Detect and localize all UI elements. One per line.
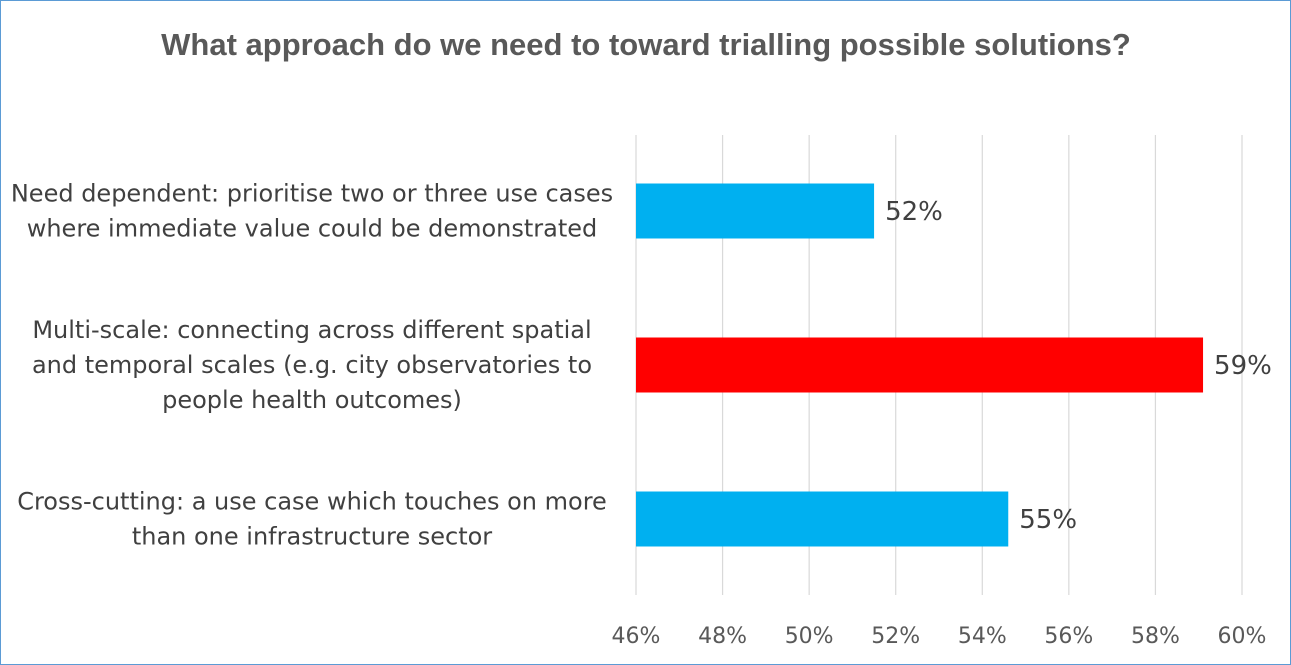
bar xyxy=(636,492,1008,547)
x-tick-label: 58% xyxy=(1131,624,1180,649)
category-label-line: and temporal scales (e.g. city observato… xyxy=(32,351,592,379)
category-label-line: Cross-cutting: a use case which touches … xyxy=(17,488,607,516)
data-label: 52% xyxy=(885,197,943,227)
data-label: 55% xyxy=(1019,505,1077,535)
category-label-line: than one infrastructure sector xyxy=(132,523,492,551)
x-tick-label: 48% xyxy=(698,624,747,649)
x-tick-label: 52% xyxy=(871,624,920,649)
category-label: Cross-cutting: a use case which touches … xyxy=(17,488,607,551)
category-label-line: Multi-scale: connecting across different… xyxy=(32,316,591,344)
bar xyxy=(636,338,1203,393)
category-label-line: Need dependent: prioritise two or three … xyxy=(11,180,613,208)
category-label: Multi-scale: connecting across different… xyxy=(32,316,592,414)
x-tick-label: 50% xyxy=(785,624,834,649)
data-label: 59% xyxy=(1214,351,1272,381)
x-tick-label: 46% xyxy=(612,624,661,649)
x-tick-label: 56% xyxy=(1044,624,1093,649)
bar xyxy=(636,184,874,239)
category-label-line: where immediate value could be demonstra… xyxy=(27,215,598,243)
x-tick-label: 54% xyxy=(958,624,1007,649)
category-label-line: people health outcomes) xyxy=(162,386,462,414)
x-tick-label: 60% xyxy=(1218,624,1267,649)
category-label: Need dependent: prioritise two or three … xyxy=(11,180,613,243)
